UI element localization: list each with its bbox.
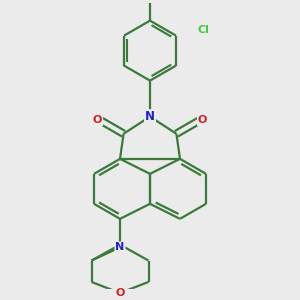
Text: N: N: [116, 242, 124, 252]
Text: Cl: Cl: [198, 25, 210, 35]
Text: N: N: [145, 110, 155, 123]
Text: O: O: [198, 115, 207, 125]
Text: O: O: [115, 288, 125, 298]
Text: O: O: [93, 115, 102, 125]
